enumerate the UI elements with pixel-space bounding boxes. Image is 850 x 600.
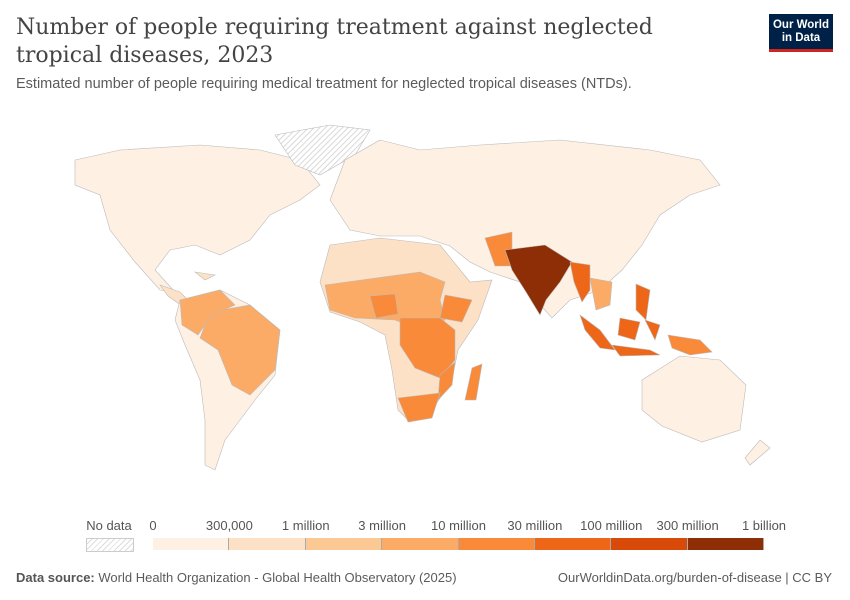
world-map[interactable] xyxy=(0,110,850,510)
legend-bin[interactable] xyxy=(534,538,612,550)
owid-logo[interactable]: Our World in Data xyxy=(769,14,833,52)
legend-tick-label: 300 million xyxy=(656,518,719,533)
map-region[interactable] xyxy=(329,139,721,319)
data-source: Data source: World Health Organization -… xyxy=(16,570,457,585)
legend-bin[interactable] xyxy=(153,538,230,550)
legend-bin[interactable] xyxy=(458,538,535,550)
map-region[interactable] xyxy=(439,294,473,323)
map-region[interactable] xyxy=(589,277,613,311)
map-region[interactable] xyxy=(579,314,661,357)
legend-tick-label: 300,000 xyxy=(205,518,253,533)
map-region[interactable] xyxy=(504,244,573,316)
map-region[interactable] xyxy=(369,293,399,319)
footer-link[interactable]: OurWorldinData.org/burden-of-disease | C… xyxy=(557,570,832,585)
legend-bin[interactable] xyxy=(611,538,688,550)
map-region[interactable] xyxy=(667,334,713,356)
legend-tick-label: 3 million xyxy=(358,518,406,533)
legend-bin[interactable] xyxy=(305,538,383,550)
legend-bin[interactable] xyxy=(687,538,764,550)
legend-tick-label: 100 million xyxy=(580,518,643,533)
map-region[interactable] xyxy=(397,392,441,423)
legend-tick-label: 1 billion xyxy=(741,518,787,533)
map-region[interactable] xyxy=(635,283,651,321)
map-region[interactable] xyxy=(464,363,483,401)
legend-tick-label: 10 million xyxy=(431,518,486,533)
legend-no-data-label: No data xyxy=(86,518,132,533)
map-region[interactable] xyxy=(437,361,456,401)
legend: No data 0 300,000 1 million 3 million 10 mil… xyxy=(0,515,850,555)
chart-subtitle: Estimated number of people requiring med… xyxy=(16,76,632,92)
map-region[interactable] xyxy=(179,289,236,336)
legend-tick-label: 30 million xyxy=(507,518,563,533)
map-region[interactable] xyxy=(199,304,281,396)
source-text: World Health Organization - Global Healt… xyxy=(98,570,457,585)
map-region[interactable] xyxy=(744,439,771,466)
chart-title: Number of people requiring treatment aga… xyxy=(16,15,653,68)
map-region[interactable] xyxy=(641,355,747,443)
legend-bin[interactable] xyxy=(382,538,459,550)
source-label: Data source: xyxy=(16,570,95,585)
legend-tick-label: 0 xyxy=(149,518,157,533)
map-region[interactable] xyxy=(74,144,321,293)
legend-tick-label: 1 million xyxy=(281,518,330,533)
legend-no-data-swatch xyxy=(86,538,134,552)
legend-bin[interactable] xyxy=(229,538,306,550)
map-region[interactable] xyxy=(569,261,591,303)
